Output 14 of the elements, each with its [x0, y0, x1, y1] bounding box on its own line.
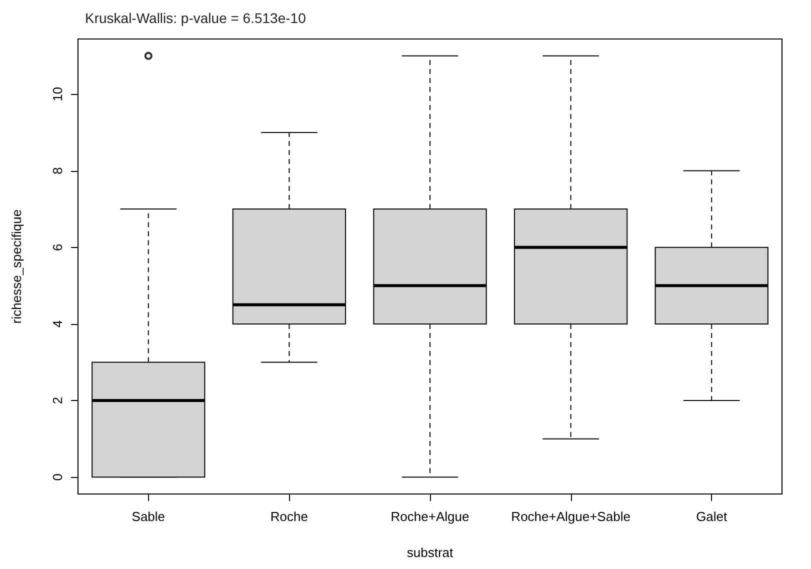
y-tick-label: 6 [50, 244, 65, 251]
x-tick-label: Roche+Algue+Sable [511, 509, 630, 524]
y-axis-title: richesse_specifique [9, 209, 24, 324]
y-tick-label: 8 [50, 167, 65, 174]
x-tick-label: Roche [270, 509, 308, 524]
y-tick-label: 4 [50, 320, 65, 328]
y-tick-label: 2 [50, 396, 65, 404]
y-tick-label: 0 [50, 474, 65, 481]
x-tick-label: Galet [696, 509, 728, 524]
y-tick-label: 10 [50, 86, 65, 102]
x-tick-label: Sable [132, 509, 166, 524]
chart-title: Kruskal-Wallis: p-value = 6.513e-10 [85, 10, 306, 26]
x-tick-label: Roche+Algue [390, 509, 470, 524]
x-axis-title: substrat [406, 545, 454, 560]
